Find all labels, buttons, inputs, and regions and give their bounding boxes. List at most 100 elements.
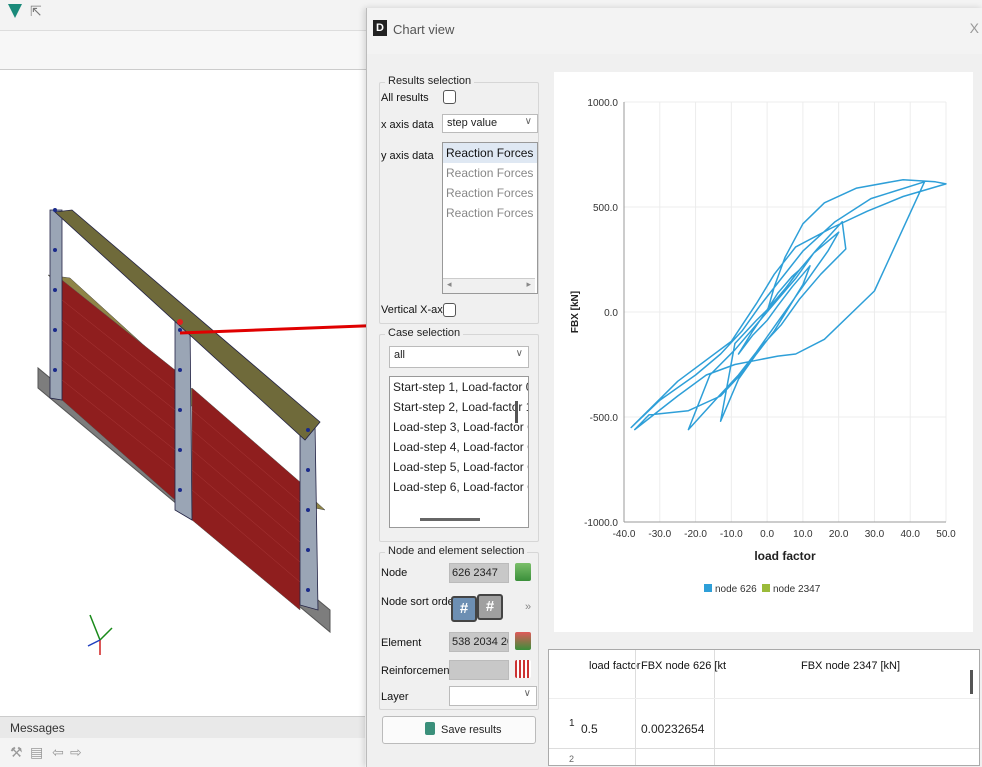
column-header-fbx-626[interactable]: FBX node 626 [kt — [641, 660, 726, 672]
x-tick-label: -20.0 — [684, 529, 707, 540]
all-results-label: All results — [381, 92, 429, 104]
messages-label: Messages — [10, 721, 65, 735]
table-row[interactable]: 1 0.5 0.00232654 — [549, 710, 959, 740]
chart-panel: -40.0 -30.0 -20.0 -10.0 0.0 10.0 20.0 30.0 40.0 5… — [554, 72, 973, 632]
y-axis-label: FBX [kN] — [570, 291, 581, 333]
list-item[interactable]: Reaction Forces - Fl — [446, 166, 537, 180]
legend-label-node-2347: node 2347 — [773, 584, 821, 595]
list-item[interactable]: Reaction Forces - Fl — [446, 206, 537, 220]
axis-triad-icon — [87, 614, 113, 655]
pick-element-icon[interactable] — [515, 632, 531, 650]
node-label: Node — [381, 567, 408, 579]
x-tick-label: 20.0 — [829, 529, 849, 540]
horizontal-scrollbar[interactable] — [420, 518, 480, 521]
scroll-left-icon[interactable]: ◂ — [447, 279, 452, 289]
y-axis-label: y axis data — [381, 150, 434, 162]
y-tick-label: 500.0 — [593, 203, 618, 214]
case-selection-group: Case selection — [379, 327, 539, 542]
list-item[interactable]: Load-step 3, Load-factor C — [393, 420, 529, 434]
select-cursor-icon[interactable]: ⇱ — [30, 3, 42, 19]
results-table: load factor FBX node 626 [kt FBX node 23… — [548, 649, 980, 766]
x-tick-label: 10.0 — [793, 529, 813, 540]
x-axis-value: step value — [447, 117, 498, 129]
app-logo-icon — [8, 4, 22, 18]
clear-icon[interactable]: ⚒ — [10, 744, 23, 760]
model-3d-view — [37, 208, 331, 655]
back-icon[interactable]: ⇦ — [52, 744, 64, 760]
pick-node-icon[interactable] — [515, 563, 531, 581]
case-filter-select[interactable]: all ∨ — [389, 346, 529, 368]
list-item[interactable]: Reaction Forces - Fl — [446, 186, 537, 200]
more-options-button[interactable]: » — [525, 601, 532, 613]
vertical-scrollbar[interactable] — [970, 670, 973, 694]
element-label: Element — [381, 637, 422, 649]
save-results-label: Save results — [441, 724, 502, 736]
row-index: 2 — [569, 754, 575, 764]
close-button[interactable]: X — [969, 20, 979, 36]
list-item[interactable]: Start-step 1, Load-factor 0 — [393, 380, 529, 394]
all-results-checkbox[interactable] — [443, 90, 456, 104]
save-results-button[interactable]: Save results — [382, 716, 536, 744]
node-element-title: Node and element selection — [385, 545, 528, 557]
dialog-title-bar: D Chart view X — [367, 8, 982, 54]
y-tick-label: 0.0 — [604, 308, 618, 319]
chevron-down-icon: ∨ — [515, 348, 523, 359]
x-tick-label: -30.0 — [648, 529, 671, 540]
x-tick-label: -40.0 — [613, 529, 636, 540]
selected-node-marker — [177, 319, 183, 325]
scroll-right-icon[interactable]: ▸ — [526, 279, 531, 289]
list-item[interactable]: Start-step 2, Load-factor 1 — [393, 400, 529, 414]
node-field[interactable]: 626 2347 — [449, 563, 509, 583]
x-tick-label: 0.0 — [760, 529, 774, 540]
messages-toolbar: ⚒ ▤ ⇦ ⇨ — [0, 738, 365, 767]
legend-swatch-node-2347 — [762, 584, 770, 592]
layer-label: Layer — [381, 691, 409, 703]
list-item[interactable]: Load-step 5, Load-factor C — [393, 460, 529, 474]
y-axis-list[interactable]: Reaction Forces - Fl Reaction Forces - F… — [442, 142, 538, 294]
column-header-load-factor[interactable]: load factor — [589, 660, 641, 672]
list-item[interactable]: Reaction Forces - Fl — [443, 143, 537, 163]
chevron-down-icon: ∨ — [524, 116, 532, 127]
save-icon — [425, 722, 435, 735]
y-tick-label: -1000.0 — [584, 518, 618, 529]
x-tick-label: -10.0 — [720, 529, 743, 540]
y-tick-label: -500.0 — [590, 413, 619, 424]
sort-descending-button[interactable]: # — [477, 594, 503, 620]
list-item[interactable]: Load-step 4, Load-factor C — [393, 440, 529, 454]
y-tick-label: 1000.0 — [587, 98, 618, 109]
layer-select[interactable]: ∨ — [449, 686, 537, 706]
model-viewport[interactable] — [0, 70, 365, 715]
vertical-scrollbar[interactable] — [515, 401, 518, 423]
sort-ascending-button[interactable]: # — [451, 596, 477, 622]
case-filter-value: all — [394, 349, 406, 361]
column-header-fbx-2347[interactable]: FBX node 2347 [kN] — [801, 660, 901, 672]
vertical-x-axis-label: Vertical X-axis — [381, 304, 451, 316]
hysteresis-chart: -40.0 -30.0 -20.0 -10.0 0.0 10.0 20.0 30.0 40.0 5… — [570, 98, 956, 595]
case-selection-title: Case selection — [385, 327, 464, 339]
legend-swatch-node-626 — [704, 584, 712, 592]
vertical-x-axis-checkbox[interactable] — [443, 303, 456, 317]
reinforcement-label: Reinforcement — [381, 665, 453, 677]
pick-reinforcement-icon[interactable] — [515, 660, 531, 678]
dialog-title: Chart view — [393, 22, 455, 37]
list-item[interactable]: Load-step 6, Load-factor C — [393, 480, 529, 494]
messages-panel-header: Messages — [0, 716, 365, 739]
x-tick-label: 40.0 — [900, 529, 920, 540]
node-sort-label: Node sort order — [381, 596, 458, 608]
case-list[interactable]: Start-step 1, Load-factor 0 Start-step 2… — [389, 376, 529, 528]
node-element-group: Node and element selection — [379, 545, 539, 710]
x-tick-label: 30.0 — [865, 529, 885, 540]
x-axis-label: x axis data — [381, 119, 434, 131]
horizontal-scrollbar[interactable]: ◂ ▸ — [443, 278, 535, 293]
cell-fbx-626: 0.00232654 — [641, 722, 705, 736]
reinforcement-field[interactable] — [449, 660, 509, 680]
results-selection-group: Results selection — [379, 75, 539, 324]
series-line-node-626 — [630, 178, 947, 431]
chart-view-dialog: D Chart view X Results selection All res… — [366, 8, 982, 767]
x-axis-select[interactable]: step value ∨ — [442, 114, 538, 133]
save-log-icon[interactable]: ▤ — [30, 744, 44, 760]
element-field[interactable]: 538 2034 2033 — [449, 632, 509, 652]
cell-load-factor: 0.5 — [581, 722, 598, 736]
x-axis-label: load factor — [754, 549, 816, 563]
forward-icon[interactable]: ⇨ — [70, 744, 82, 760]
